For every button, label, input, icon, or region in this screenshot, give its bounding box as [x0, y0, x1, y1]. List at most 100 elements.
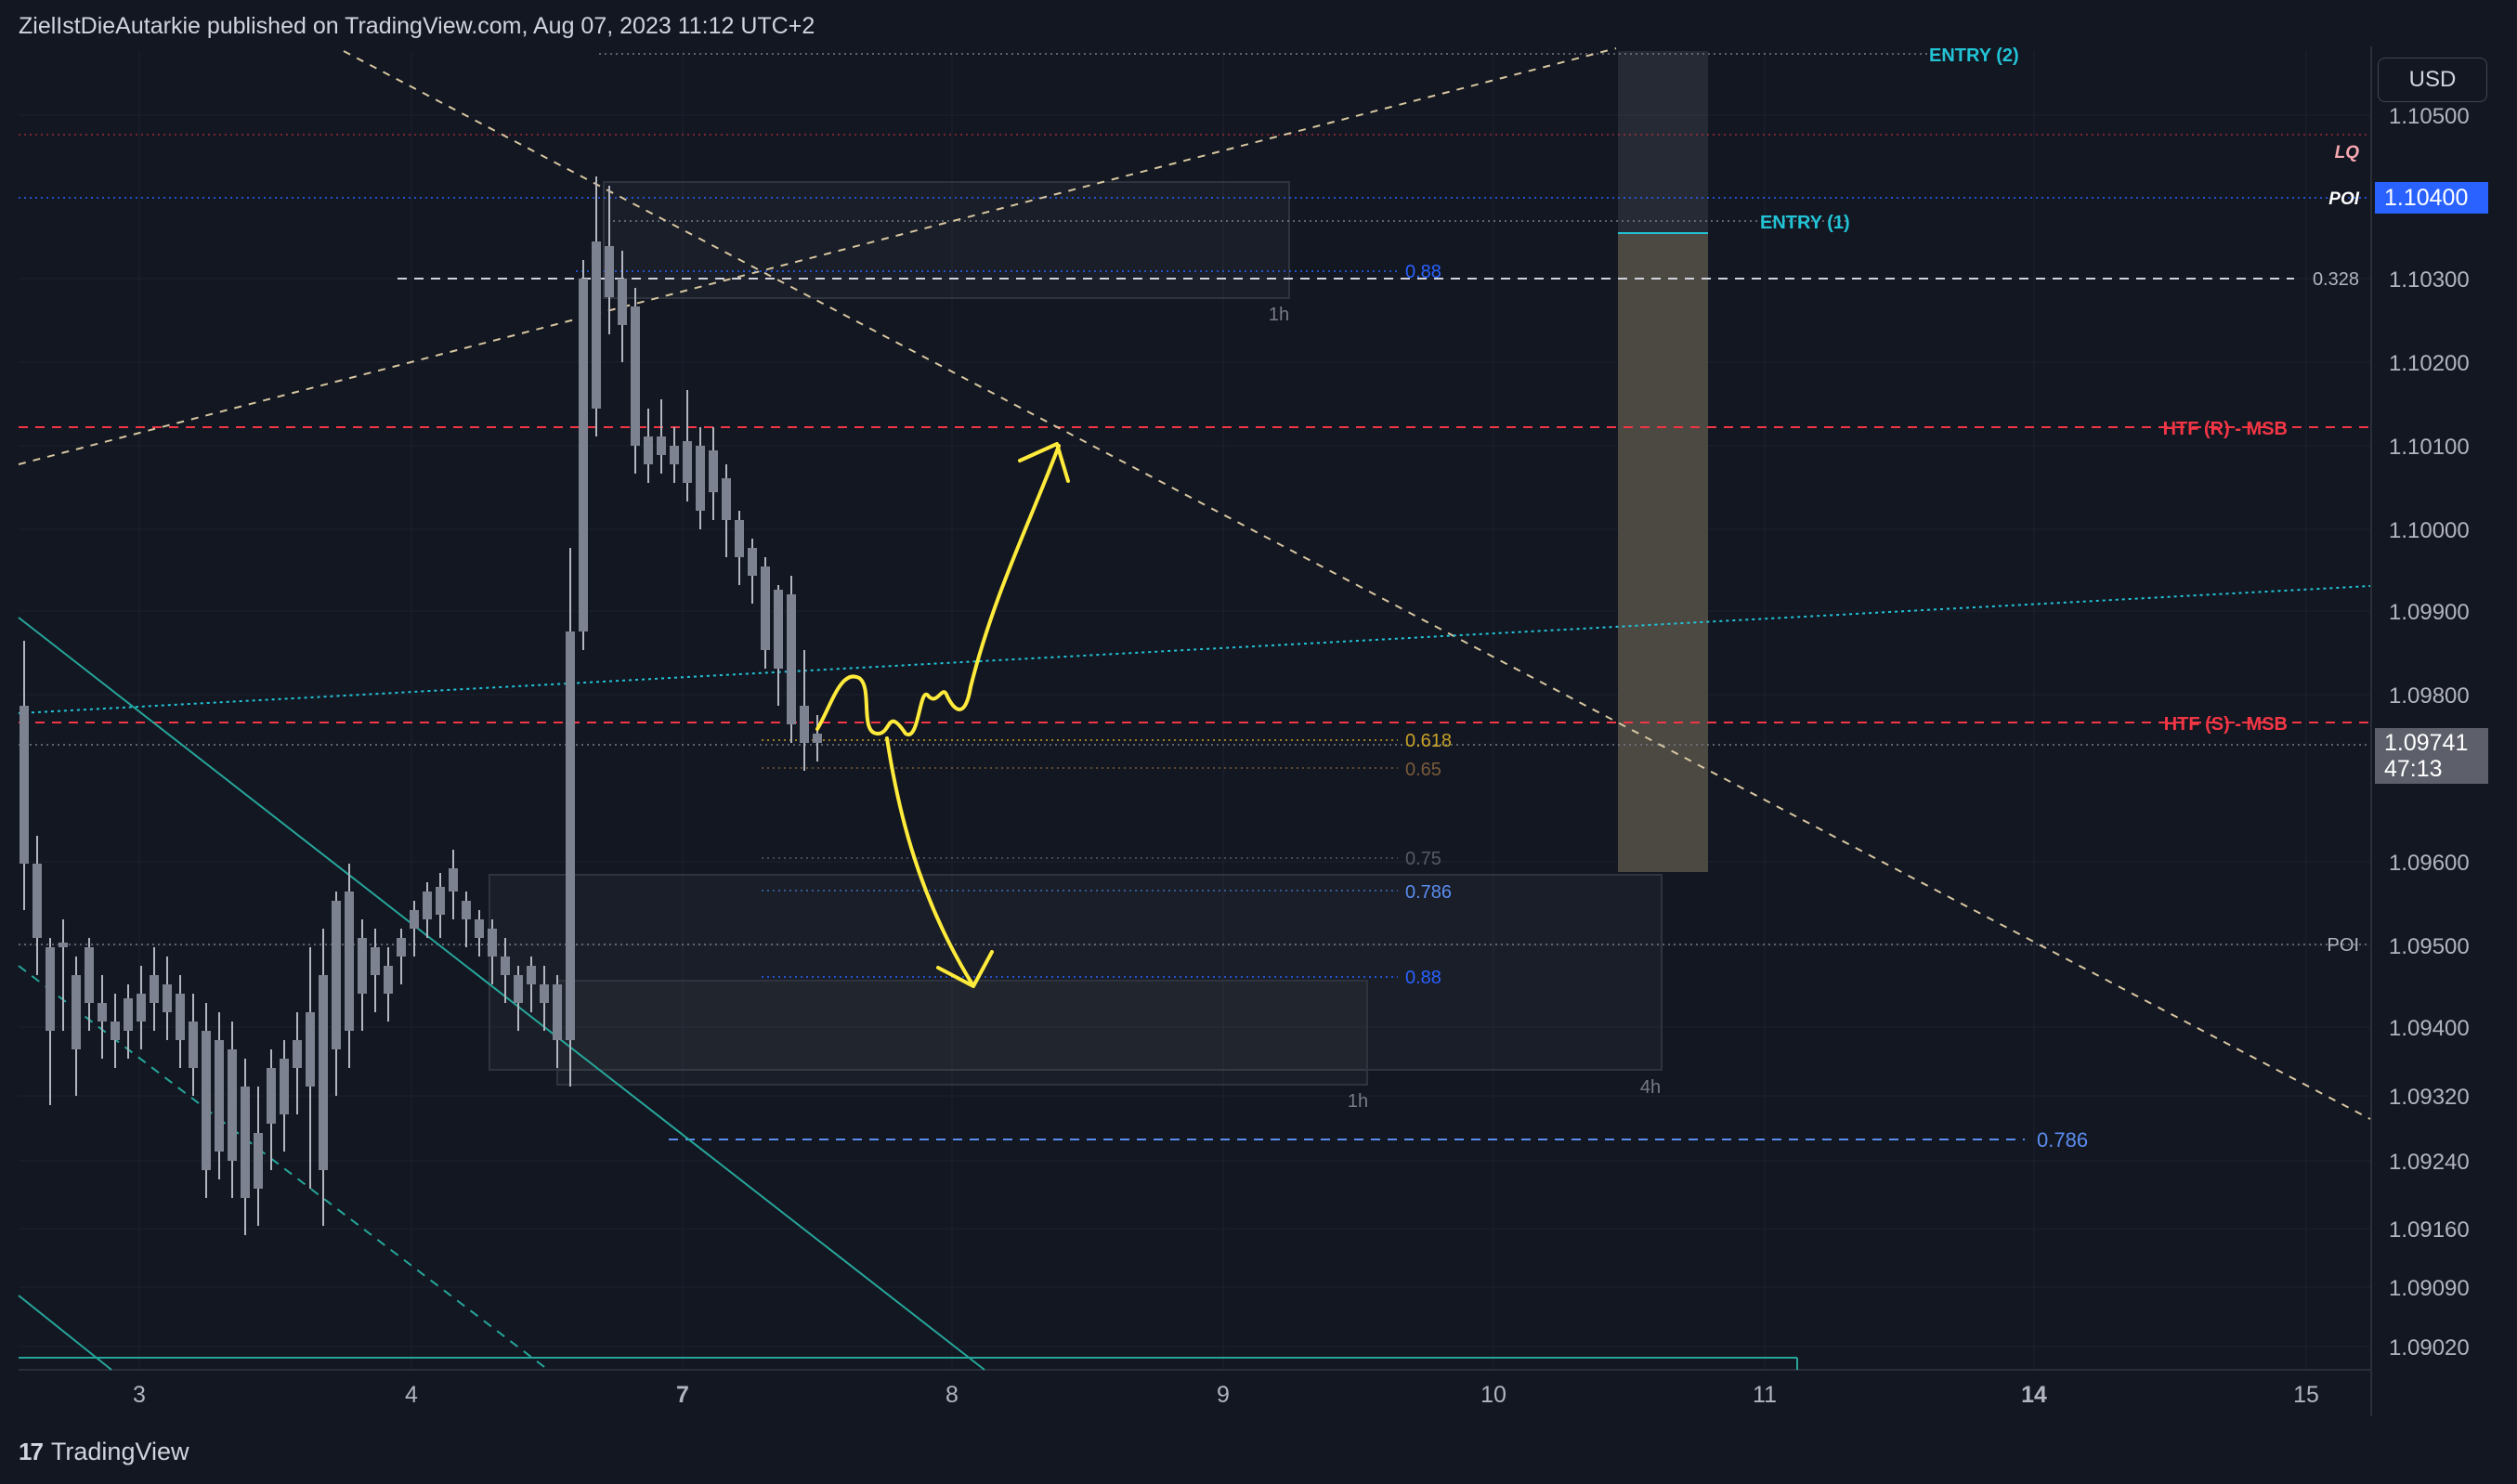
price-tick: 1.09320: [2389, 1085, 2470, 1110]
fib-0786-label: 0.786: [1405, 882, 1452, 903]
fib-0618-label: 0.618: [1405, 731, 1452, 751]
candle-body: [85, 947, 94, 1003]
candle-body: [605, 246, 614, 297]
candle-body: [371, 947, 380, 975]
candle-body: [696, 446, 705, 511]
candle-body: [72, 975, 81, 1049]
time-tick: 7: [676, 1382, 689, 1408]
candle-body: [20, 706, 29, 864]
candle-body: [111, 1022, 120, 1040]
channel-middle: [18, 965, 549, 1371]
candle-body: [293, 1040, 302, 1068]
candlestick-series[interactable]: [20, 176, 822, 1235]
fib-0328-label: 0.328: [2313, 269, 2359, 290]
candle-body: [748, 548, 757, 576]
tradingview-brand-label: TradingView: [50, 1438, 189, 1465]
footer-branding[interactable]: 17 TradingView: [19, 1438, 189, 1466]
bearish-arrowhead: [936, 950, 994, 988]
price-axis[interactable]: 1.10500 1.10300 1.10200 1.10100 1.10000 …: [2389, 104, 2470, 1360]
candle-body: [436, 887, 445, 915]
lq-label: LQ: [2335, 143, 2360, 163]
time-tick: 3: [133, 1382, 146, 1408]
time-tick: 14: [2021, 1382, 2047, 1408]
candle-body: [423, 892, 432, 919]
time-tick: 8: [946, 1382, 959, 1408]
candle-body: [98, 1003, 107, 1022]
price-tick: 1.10500: [2389, 104, 2470, 129]
candle-body: [267, 1068, 276, 1124]
time-axis[interactable]: 3 4 7 8 9 10 11 14 15: [133, 1382, 2319, 1408]
candle-body: [787, 594, 796, 724]
position-target-zone[interactable]: [1618, 51, 1708, 233]
candle-body: [462, 901, 471, 919]
candle-body: [397, 938, 406, 957]
bar-countdown: 47:13: [2384, 756, 2443, 782]
candle-body: [137, 994, 146, 1022]
tradingview-logo-icon: 17: [19, 1438, 44, 1465]
poi-price-tag: 1.10400: [2375, 182, 2488, 214]
htf-s-msb-label: HTF (S) - MSB: [2164, 714, 2288, 735]
candle-body: [410, 910, 419, 929]
candle-body: [527, 966, 536, 984]
candle-body: [657, 436, 666, 455]
fib-088-bottom-label: 0.88: [1405, 968, 1441, 988]
price-tick: 1.09090: [2389, 1276, 2470, 1301]
candle-body: [553, 984, 562, 1040]
candle-body: [579, 279, 588, 631]
current-price-tag: 1.09741 47:13: [2375, 728, 2488, 784]
fib-065-label: 0.65: [1405, 760, 1441, 780]
candle-body: [202, 1031, 211, 1170]
candle-body: [124, 998, 133, 1031]
descending-trendline[interactable]: [343, 50, 2371, 1120]
time-tick: 11: [1753, 1382, 1777, 1408]
candle-body: [683, 441, 692, 483]
candle-body: [761, 566, 770, 650]
channel-upper[interactable]: [18, 617, 985, 1371]
timeframe-1h-top-label: 1h: [1269, 305, 1289, 325]
candle-body: [345, 892, 354, 1031]
candle-body: [176, 994, 185, 1040]
candle-body: [449, 868, 458, 892]
candle-body: [540, 984, 549, 1003]
candle-body: [358, 938, 367, 994]
price-tick: 1.09160: [2389, 1217, 2470, 1243]
candle-body: [800, 706, 809, 743]
price-tick: 1.10000: [2389, 518, 2470, 543]
candle-body: [618, 279, 627, 325]
candle-body: [59, 943, 68, 947]
candle-body: [241, 1087, 250, 1198]
time-tick: 10: [1480, 1382, 1506, 1408]
candle-body: [228, 1049, 237, 1161]
candle-body: [774, 590, 783, 669]
candle-body: [319, 975, 328, 1170]
candle-body: [332, 901, 341, 1049]
position-stop-zone[interactable]: [1618, 233, 1708, 872]
price-tick: 1.10200: [2389, 351, 2470, 376]
candle-body: [384, 966, 393, 994]
entry-1-label: ENTRY (1): [1760, 213, 1850, 233]
candle-body: [280, 1059, 289, 1114]
time-tick: 4: [405, 1382, 418, 1408]
candle-body: [709, 450, 718, 492]
fib-075-label: 0.75: [1405, 849, 1441, 869]
ob-zone-4h[interactable]: [489, 874, 1663, 1071]
cyan-trendline[interactable]: [18, 585, 2371, 714]
bullish-arrowhead: [1018, 442, 1070, 483]
candle-body: [46, 947, 55, 1031]
ob-zone-1h-bottom[interactable]: [556, 980, 1368, 1086]
htf-r-msb-label: HTF (R) - MSB: [2163, 419, 2288, 439]
candle-body: [501, 957, 510, 975]
candle-body: [215, 1040, 224, 1152]
price-tick: 1.09900: [2389, 600, 2470, 625]
currency-button[interactable]: USD: [2378, 58, 2487, 102]
candle-body: [306, 1012, 315, 1087]
ob-zone-1h-top[interactable]: [603, 181, 1290, 299]
candle-body: [735, 520, 744, 557]
poi-bottom-label: POI: [2328, 935, 2359, 956]
bearish-scenario-arrow[interactable]: [885, 736, 974, 986]
candle-body: [150, 975, 159, 1003]
candle-body: [670, 446, 679, 464]
bullish-scenario-arrow[interactable]: [815, 444, 1061, 736]
candle-body: [631, 306, 640, 446]
